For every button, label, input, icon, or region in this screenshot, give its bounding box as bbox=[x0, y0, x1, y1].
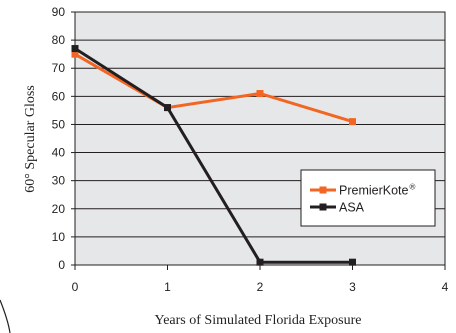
x-tick-label: 4 bbox=[442, 280, 449, 294]
y-tick-label: 80 bbox=[52, 33, 66, 47]
y-tick-label: 40 bbox=[52, 146, 66, 160]
data-point-premierkote bbox=[256, 90, 264, 98]
y-tick-label: 0 bbox=[58, 258, 65, 272]
data-point-asa bbox=[256, 258, 264, 266]
x-axis-title: Years of Simulated Florida Exposure bbox=[155, 313, 362, 328]
data-point-asa bbox=[164, 104, 171, 112]
decorative-edge-arc bbox=[0, 299, 11, 333]
data-point-asa bbox=[71, 45, 79, 53]
y-tick-label: 10 bbox=[52, 230, 66, 244]
legend-series-name: PremierKote bbox=[339, 184, 409, 198]
plot-area bbox=[74, 11, 446, 266]
legend-label-premierkote: PremierKote® bbox=[339, 183, 415, 198]
data-point-asa bbox=[349, 258, 356, 266]
y-tick-label: 70 bbox=[52, 61, 66, 75]
y-axis-title: 60° Specular Gloss bbox=[23, 85, 38, 192]
legend-label-asa: ASA bbox=[339, 201, 365, 215]
legend-series-name: ASA bbox=[339, 201, 365, 215]
series-line-asa bbox=[74, 47, 353, 264]
data-point-premierkote bbox=[349, 118, 356, 126]
x-tick-label: 3 bbox=[349, 280, 356, 294]
series-line-premierkote bbox=[74, 52, 353, 124]
legend-swatch-marker bbox=[319, 203, 327, 211]
y-tick-label: 90 bbox=[52, 5, 66, 19]
y-tick-label: 50 bbox=[52, 117, 66, 131]
legend: PremierKote® ASA bbox=[300, 169, 436, 227]
x-tick-labels: 0 1 2 3 4 bbox=[72, 280, 449, 294]
legend-swatch-marker bbox=[319, 186, 327, 194]
legend-superscript: ® bbox=[409, 183, 415, 192]
x-tick-label: 0 bbox=[72, 280, 79, 294]
legend-box bbox=[300, 169, 436, 227]
y-tick-label: 30 bbox=[52, 174, 66, 188]
y-tick-label: 60 bbox=[52, 89, 66, 103]
y-tick-labels: 0 10 20 30 40 50 60 70 80 90 bbox=[52, 5, 66, 272]
x-tick-label: 1 bbox=[164, 280, 171, 294]
series-group bbox=[71, 45, 356, 266]
x-tick-label: 2 bbox=[257, 280, 264, 294]
data-point-premierkote bbox=[71, 50, 79, 58]
y-tick-label: 20 bbox=[52, 202, 66, 216]
